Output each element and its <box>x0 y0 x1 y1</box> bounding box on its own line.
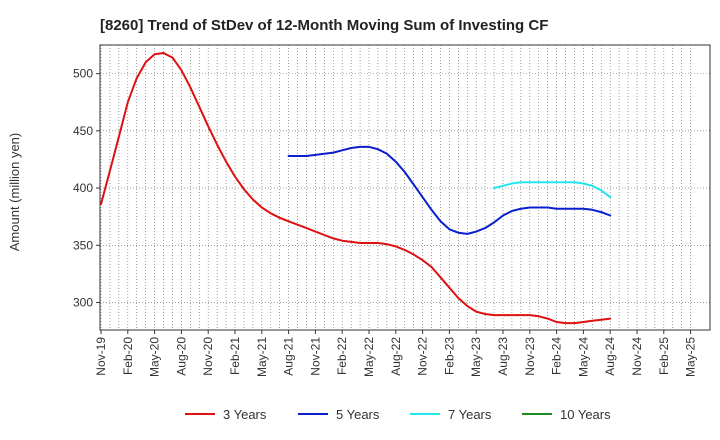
x-tick-label: May-22 <box>362 337 376 377</box>
y-tick-label: 350 <box>73 238 93 252</box>
x-tick-label: May-21 <box>255 337 269 377</box>
y-tick-label: 300 <box>73 296 93 310</box>
series-line-1 <box>100 52 612 325</box>
x-tick-label: Aug-24 <box>603 337 617 376</box>
y-axis-label: Amount (million yen) <box>7 133 22 252</box>
grid-lines <box>100 45 710 330</box>
y-tick-label: 500 <box>73 67 93 81</box>
x-tick-label: Nov-21 <box>308 337 322 376</box>
plot-frame <box>99 44 711 331</box>
x-tick-label: Feb-23 <box>442 337 456 375</box>
x-tick-label: Aug-21 <box>282 337 296 376</box>
series-line-3 <box>493 181 612 199</box>
x-tick-label: Feb-22 <box>335 337 349 375</box>
x-tick-label: Nov-23 <box>523 337 537 376</box>
legend-label: 3 Years <box>223 407 267 422</box>
y-tick-label: 450 <box>73 124 93 138</box>
x-tick-label: Aug-22 <box>389 337 403 376</box>
x-tick-label: Feb-25 <box>657 337 671 375</box>
x-tick-label: Feb-24 <box>550 337 564 375</box>
y-axis-ticks: 300 350 400 450 500 <box>73 67 100 310</box>
x-tick-label: May-24 <box>576 337 590 377</box>
x-tick-label: Nov-20 <box>201 337 215 376</box>
x-tick-label: Feb-20 <box>121 337 135 375</box>
x-tick-label: Nov-24 <box>630 337 644 376</box>
x-tick-label: May-23 <box>469 337 483 377</box>
chart-title: [8260] Trend of StDev of 12-Month Moving… <box>100 17 548 34</box>
legend-label: 7 Years <box>448 407 492 422</box>
legend-label: 5 Years <box>336 407 380 422</box>
series-line-2 <box>287 145 612 235</box>
y-tick-label: 400 <box>73 181 93 195</box>
x-tick-label: Aug-20 <box>174 337 188 376</box>
x-tick-label: May-25 <box>684 337 698 377</box>
x-tick-label: Aug-23 <box>496 337 510 376</box>
x-tick-label: Feb-21 <box>228 337 242 375</box>
x-tick-label: Nov-22 <box>416 337 430 376</box>
x-tick-label: Nov-19 <box>94 337 108 376</box>
legend-label: 10 Years <box>560 407 611 422</box>
legend: 3 Years 5 Years 7 Years 10 Years <box>185 407 611 422</box>
series-lines <box>100 52 612 325</box>
x-axis-ticks: Nov-19 Feb-20 May-20 Aug-20 Nov-20 Feb-21 May-… <box>94 330 698 377</box>
x-tick-label: May-20 <box>148 337 162 377</box>
